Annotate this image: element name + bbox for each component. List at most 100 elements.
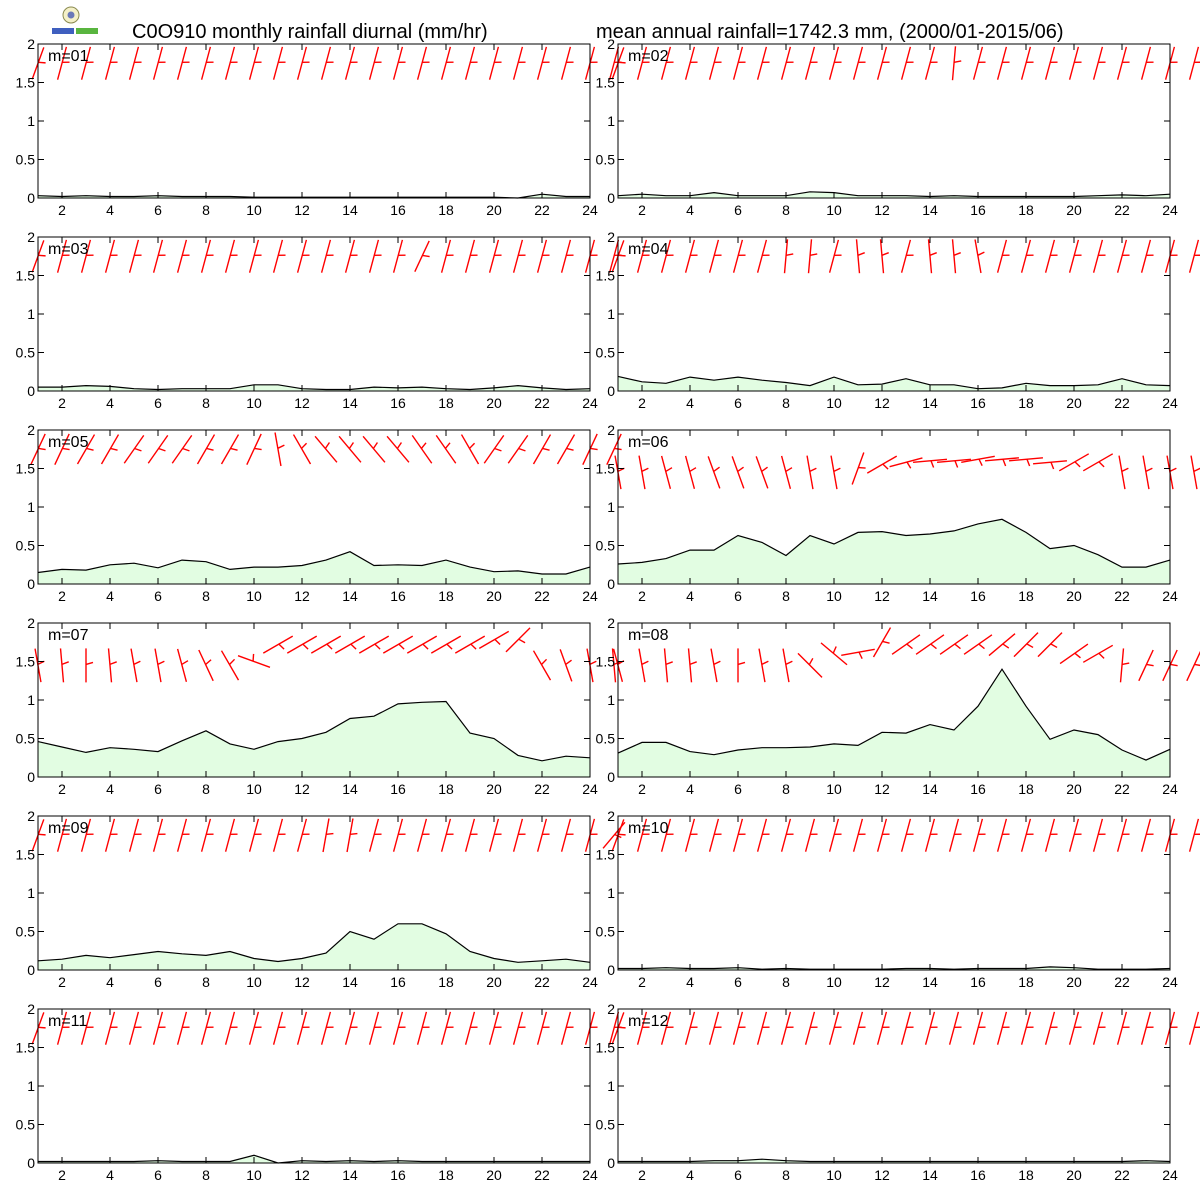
- wind-barb: [248, 46, 262, 80]
- y-tick-label: 1.5: [16, 654, 36, 670]
- plot-frame: [37, 622, 591, 778]
- wind-barb-staff: [660, 46, 672, 80]
- wind-barb: [915, 634, 945, 655]
- x-tick-label: 8: [782, 588, 790, 604]
- wind-barb-flag: [1050, 1026, 1058, 1029]
- wind-barb-staff: [731, 456, 745, 489]
- wind-barb: [358, 635, 390, 654]
- wind-barb-staff: [454, 635, 486, 654]
- wind-barb-staff: [488, 818, 500, 852]
- wind-barb-staff: [100, 434, 120, 465]
- wind-barb-staff: [996, 1011, 1008, 1045]
- wind-barb: [660, 46, 674, 80]
- x-tick-label: 18: [1018, 202, 1034, 218]
- x-tick-label: 8: [782, 202, 790, 218]
- wind-barb-staff: [636, 239, 648, 273]
- wind-barb-staff: [1140, 239, 1152, 273]
- wind-barb-flag: [374, 1026, 382, 1029]
- wind-barb-flag: [206, 61, 214, 64]
- wind-barb-flag: [398, 1026, 406, 1029]
- wind-barb: [988, 633, 1016, 657]
- wind-barb: [56, 818, 70, 852]
- x-tick-label: 22: [534, 395, 550, 411]
- wind-barb-flag: [929, 252, 937, 256]
- wind-barb-staff: [440, 818, 452, 852]
- wind-barb-staff: [130, 648, 138, 683]
- wind-barb: [460, 434, 480, 465]
- wind-barb: [855, 239, 865, 274]
- wind-barb: [368, 239, 382, 273]
- y-tick-label: 1: [27, 885, 35, 901]
- wind-barb-staff: [611, 648, 617, 683]
- wind-barb-staff: [532, 434, 552, 465]
- y-tick-label: 2: [607, 1001, 615, 1017]
- plot-frame: [617, 236, 1171, 392]
- wind-barb-flag: [110, 1026, 118, 1029]
- wind-barb-staff: [1116, 818, 1128, 852]
- x-tick-label: 6: [734, 781, 742, 797]
- wind-barb-flag: [1146, 61, 1154, 64]
- month-label: m=09: [48, 820, 89, 837]
- wind-barb-staff: [963, 634, 993, 655]
- wind-barb: [614, 455, 625, 490]
- wind-barb-staff: [783, 239, 789, 274]
- wind-barb-staff: [314, 435, 338, 463]
- wind-barb-staff: [1058, 453, 1090, 472]
- wind-barb-staff: [660, 818, 672, 852]
- wind-barb: [732, 818, 746, 852]
- wind-barb-flag: [398, 61, 406, 64]
- wind-barb-flag: [977, 251, 985, 256]
- wind-barb-flag: [278, 1026, 286, 1029]
- wind-barb-staff: [732, 818, 744, 852]
- x-tick-label: 12: [294, 588, 310, 604]
- plot-frame: [37, 43, 591, 199]
- wind-barb-flag: [110, 447, 118, 451]
- wind-barb-staff: [286, 635, 318, 654]
- wind-barb-flag: [978, 643, 985, 650]
- wind-barb: [107, 648, 117, 683]
- wind-barb: [296, 818, 310, 852]
- x-tick-label: 10: [246, 781, 262, 797]
- wind-barb: [1116, 239, 1130, 273]
- wind-barb: [200, 46, 214, 80]
- wind-barb-staff: [320, 46, 332, 80]
- wind-barb: [346, 818, 358, 853]
- wind-barb-flag: [254, 61, 262, 64]
- wind-barb-staff: [406, 635, 438, 654]
- wind-barb: [756, 1011, 770, 1045]
- wind-barb-staff: [872, 627, 892, 658]
- wind-barb-flag: [446, 1026, 454, 1029]
- wind-barb: [536, 239, 550, 273]
- wind-barb-staff: [128, 818, 140, 852]
- wind-barb: [224, 818, 238, 852]
- wind-barb-flag: [62, 61, 70, 64]
- wind-barb-staff: [828, 239, 840, 273]
- wind-barb-staff: [1186, 649, 1200, 682]
- wind-barb: [900, 239, 914, 273]
- wind-barb-staff: [80, 46, 92, 80]
- wind-barb-staff: [248, 46, 260, 80]
- wind-barb-staff: [296, 239, 308, 273]
- wind-barb: [292, 434, 312, 465]
- wind-barb: [756, 239, 770, 273]
- wind-barb: [368, 46, 382, 80]
- y-tick-label: 0: [607, 383, 615, 399]
- wind-barb-flag: [834, 833, 842, 836]
- wind-barb: [104, 239, 118, 273]
- wind-barb: [1044, 46, 1058, 80]
- wind-barb: [948, 1011, 962, 1045]
- x-tick-label: 10: [826, 1167, 842, 1183]
- x-tick-label: 8: [782, 781, 790, 797]
- y-tick-label: 0: [27, 769, 35, 785]
- wind-barb-flag: [350, 832, 358, 836]
- x-tick-label: 16: [970, 588, 986, 604]
- wind-barb-flag: [468, 442, 476, 449]
- x-tick-label: 16: [390, 588, 406, 604]
- wind-barb-staff: [1116, 1011, 1128, 1045]
- wind-barb-flag: [762, 833, 770, 836]
- wind-barb-staff: [292, 434, 312, 465]
- wind-barb: [636, 239, 650, 273]
- x-tick-label: 10: [246, 202, 262, 218]
- wind-barb-flag: [302, 1026, 310, 1029]
- rainfall-area: [38, 194, 590, 198]
